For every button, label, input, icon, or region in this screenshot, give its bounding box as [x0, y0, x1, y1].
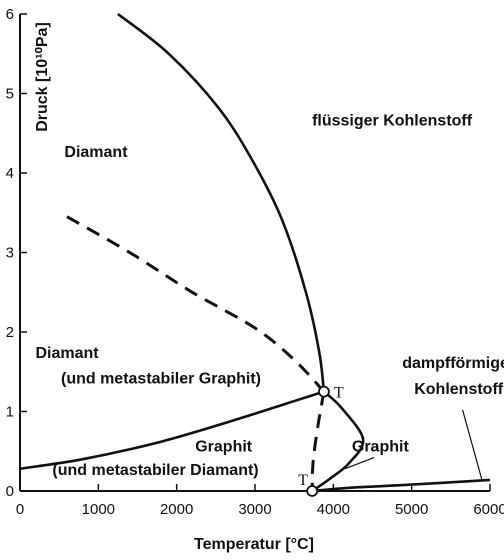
phase-boundary-5 — [311, 390, 365, 493]
y-tick-label: 2 — [6, 324, 14, 341]
region-label: Diamant — [64, 144, 128, 161]
phase-boundary-3 — [66, 215, 326, 393]
y-tick-label: 3 — [6, 245, 14, 262]
x-tick-label: 5000 — [395, 501, 428, 518]
x-tick-label: 1000 — [82, 501, 115, 518]
phase-boundaries — [19, 12, 491, 493]
y-tick-label: 0 — [6, 483, 14, 500]
y-axis-title: Druck [10¹⁰Pa] — [34, 22, 51, 132]
region-label: Diamant — [35, 345, 99, 362]
x-tick-label: 6000 — [473, 501, 504, 518]
x-axis-title: Temperatur [°C] — [194, 536, 314, 553]
triple-points: TT — [298, 385, 344, 497]
graphite-label-leader — [344, 457, 375, 470]
axes: 0 1000 2000 3000 4000 5000 6000 0 1 2 3 4 5 6 — [6, 6, 504, 518]
triple-point-marker — [318, 385, 330, 398]
region-label: Graphit — [195, 438, 253, 455]
triple-point-label: T — [334, 385, 344, 402]
triple-point-marker — [306, 485, 319, 497]
y-tick-label: 5 — [6, 86, 14, 103]
region-label: Graphit — [352, 438, 410, 455]
triple-point-label: T — [298, 472, 308, 489]
y-tick-label: 4 — [6, 165, 14, 182]
region-label: Kohlenstoff — [414, 381, 504, 398]
phase-boundary-1 — [117, 12, 326, 392]
vapour-label-leader — [462, 409, 483, 481]
phase-boundary-4 — [310, 391, 326, 492]
x-tick-label: 0 — [16, 501, 24, 518]
x-tick-label: 4000 — [317, 501, 350, 518]
x-tick-label: 3000 — [238, 501, 271, 518]
x-tick-label: 2000 — [160, 501, 193, 518]
y-tick-label: 1 — [6, 404, 14, 421]
region-label: (und metastabiler Diamant) — [52, 462, 258, 479]
phase-boundary-2 — [19, 390, 325, 470]
region-label: flüssiger Kohlenstoff — [312, 112, 473, 129]
phase-boundary-6 — [312, 478, 491, 493]
y-tick-label: 6 — [6, 6, 14, 23]
region-label: (und metastabiler Graphit) — [61, 371, 261, 388]
region-labels: Diamant flüssiger Kohlenstoff Diamant (und … — [35, 112, 504, 479]
region-label: dampfförmiger — [402, 355, 504, 372]
